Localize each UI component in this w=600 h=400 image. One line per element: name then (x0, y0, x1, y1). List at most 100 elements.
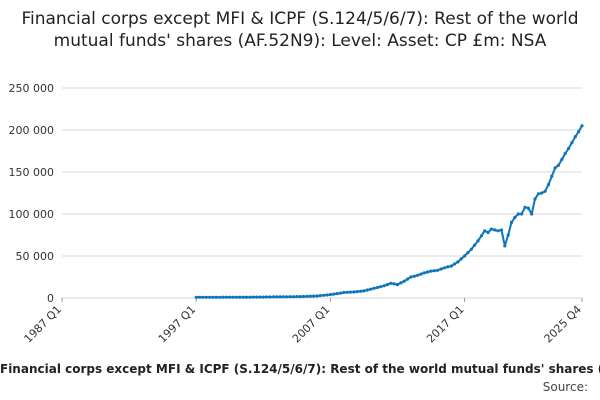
data-point[interactable] (483, 229, 487, 233)
data-point[interactable] (556, 163, 561, 167)
data-point[interactable] (459, 257, 463, 261)
data-point[interactable] (221, 295, 225, 299)
data-point[interactable] (432, 269, 436, 273)
data-point[interactable] (372, 286, 376, 290)
data-point[interactable] (369, 287, 373, 291)
data-point[interactable] (251, 295, 255, 299)
data-point[interactable] (359, 289, 363, 293)
data-point[interactable] (208, 295, 212, 299)
data-point[interactable] (429, 269, 433, 273)
data-point[interactable] (352, 290, 356, 294)
data-point[interactable] (473, 243, 477, 247)
data-point[interactable] (489, 227, 493, 231)
data-point[interactable] (550, 174, 554, 178)
data-point[interactable] (486, 230, 490, 235)
data-point[interactable] (382, 284, 386, 288)
data-point[interactable] (325, 293, 329, 297)
data-point[interactable] (201, 295, 205, 299)
data-point[interactable] (332, 292, 336, 296)
data-point[interactable] (513, 215, 517, 219)
data-point[interactable] (301, 294, 306, 299)
data-point[interactable] (479, 234, 483, 238)
data-point[interactable] (308, 294, 312, 298)
data-point[interactable] (231, 295, 235, 299)
data-point[interactable] (463, 254, 467, 258)
data-point[interactable] (214, 295, 218, 299)
data-point[interactable] (409, 275, 413, 279)
data-point[interactable] (305, 294, 309, 298)
data-point[interactable] (567, 146, 571, 151)
data-point[interactable] (385, 283, 389, 287)
data-point[interactable] (577, 130, 581, 134)
data-point[interactable] (416, 273, 420, 277)
data-point[interactable] (523, 205, 527, 209)
data-point[interactable] (389, 281, 393, 285)
data-point[interactable] (348, 290, 353, 294)
data-point[interactable] (405, 277, 410, 281)
data-point[interactable] (402, 279, 406, 283)
data-point[interactable] (509, 220, 514, 224)
data-point[interactable] (540, 191, 544, 195)
data-point[interactable] (560, 157, 564, 161)
data-point[interactable] (355, 290, 359, 294)
data-point[interactable] (580, 124, 584, 128)
data-point[interactable] (526, 206, 530, 210)
data-point[interactable] (412, 274, 416, 278)
data-point[interactable] (268, 295, 272, 299)
data-point[interactable] (516, 212, 520, 216)
data-point[interactable] (476, 239, 480, 243)
data-point[interactable] (197, 295, 202, 299)
data-point[interactable] (338, 291, 343, 295)
data-point[interactable] (533, 197, 537, 201)
data-point[interactable] (271, 295, 275, 299)
data-point[interactable] (530, 212, 534, 216)
data-point[interactable] (211, 295, 215, 299)
data-point[interactable] (506, 233, 510, 237)
data-point[interactable] (536, 192, 541, 196)
data-point[interactable] (312, 294, 316, 298)
data-point[interactable] (218, 295, 222, 299)
data-point[interactable] (456, 260, 460, 264)
data-point[interactable] (194, 295, 198, 299)
data-point[interactable] (291, 295, 296, 299)
data-point[interactable] (278, 295, 282, 299)
data-point[interactable] (499, 228, 504, 232)
data-point[interactable] (295, 295, 299, 299)
data-point[interactable] (261, 295, 265, 299)
data-point[interactable] (285, 295, 289, 299)
data-point[interactable] (315, 294, 319, 298)
data-point[interactable] (342, 290, 346, 295)
data-point[interactable] (436, 268, 440, 272)
data-point[interactable] (422, 271, 426, 275)
data-point[interactable] (265, 295, 269, 299)
data-point[interactable] (546, 183, 551, 187)
data-point[interactable] (493, 228, 497, 232)
data-point[interactable] (496, 229, 500, 233)
data-point[interactable] (375, 285, 379, 290)
data-point[interactable] (248, 295, 252, 299)
data-point[interactable] (204, 295, 208, 299)
data-point[interactable] (452, 262, 457, 266)
data-point[interactable] (570, 141, 574, 145)
data-point[interactable] (449, 264, 453, 268)
data-point[interactable] (234, 295, 239, 299)
data-point[interactable] (573, 135, 577, 139)
data-point[interactable] (553, 166, 557, 170)
data-point[interactable] (281, 295, 285, 299)
data-point[interactable] (543, 189, 547, 193)
data-point[interactable] (345, 290, 349, 294)
data-point[interactable] (439, 267, 443, 271)
data-point[interactable] (469, 247, 473, 251)
data-point[interactable] (258, 295, 262, 299)
data-point[interactable] (395, 283, 400, 287)
data-point[interactable] (563, 151, 567, 156)
data-point[interactable] (318, 294, 322, 298)
data-point[interactable] (335, 292, 339, 296)
data-point[interactable] (238, 295, 242, 299)
data-point[interactable] (244, 295, 249, 299)
data-point[interactable] (365, 288, 369, 292)
data-point[interactable] (241, 295, 245, 299)
data-point[interactable] (466, 251, 470, 255)
data-point[interactable] (298, 295, 302, 299)
data-point[interactable] (426, 270, 430, 274)
